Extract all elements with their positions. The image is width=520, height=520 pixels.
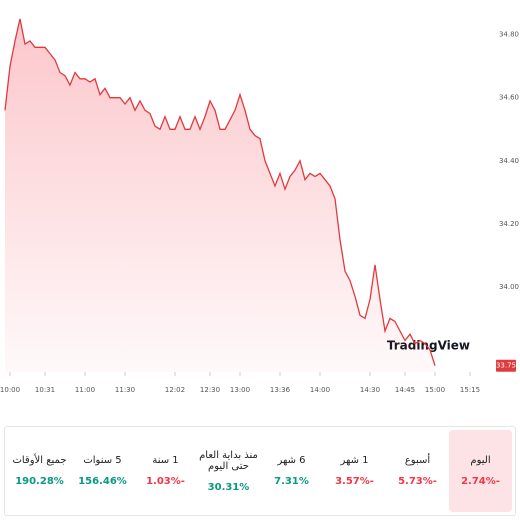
- y-tick-label: 34.20: [499, 220, 519, 228]
- period-change: 156.46%: [78, 476, 127, 487]
- x-tick-label: 13:00: [230, 386, 250, 394]
- period-tab[interactable]: 1 شهر 3.57%-: [323, 430, 386, 512]
- y-tick-label: 34.80: [499, 31, 519, 39]
- period-name: 6 شهر: [277, 455, 306, 466]
- period-change: 7.31%: [274, 476, 309, 487]
- x-tick-label: 10:00: [0, 386, 20, 394]
- x-tick-label: 14:45: [395, 386, 415, 394]
- last-price-badge: [496, 359, 516, 372]
- x-tick-label: 10:31: [35, 386, 55, 394]
- area-fill: [5, 18, 435, 373]
- x-tick-label: 13:36: [270, 386, 291, 394]
- period-tab[interactable]: جميع الأوقات 190.28%: [8, 430, 71, 512]
- x-tick-label: 11:00: [75, 386, 95, 394]
- period-tab[interactable]: منذ بداية العام حتى اليوم 30.31%: [197, 430, 260, 512]
- x-tick-label: 11:30: [115, 386, 135, 394]
- period-name: اليوم: [470, 455, 491, 466]
- x-tick-label: 12:02: [165, 386, 185, 394]
- period-name: جميع الأوقات: [12, 455, 67, 466]
- period-tabs: اليوم 2.74%- أسبوع 5.73%- 1 شهر 3.57%- 6 شهر 7.…: [4, 426, 516, 516]
- period-change: 5.73%-: [398, 476, 437, 487]
- period-name: 5 سنوات: [83, 455, 122, 466]
- period-tab[interactable]: 6 شهر 7.31%: [260, 430, 323, 512]
- period-change: 3.57%-: [335, 476, 374, 487]
- chart: TradingView 34.8034.6034.4034.2034.0010:…: [0, 18, 519, 394]
- period-name: أسبوع: [404, 455, 431, 466]
- period-tab[interactable]: 1 سنة 1.03%-: [134, 430, 197, 512]
- x-tick-label: 14:00: [310, 386, 330, 394]
- x-tick-label: 12:30: [200, 386, 220, 394]
- last-price-label: 33.75: [496, 362, 516, 370]
- period-name: منذ بداية العام حتى اليوم: [199, 449, 258, 472]
- y-tick-label: 34.00: [499, 283, 519, 291]
- x-tick-label: 15:00: [425, 386, 445, 394]
- period-change: 30.31%: [207, 481, 250, 493]
- period-tab[interactable]: اليوم 2.74%-: [449, 430, 512, 512]
- y-tick-label: 34.40: [499, 157, 519, 165]
- x-tick-label: 14:30: [360, 386, 380, 394]
- period-change: 190.28%: [15, 476, 64, 487]
- y-tick-label: 34.60: [499, 94, 519, 102]
- period-name: 1 شهر: [340, 455, 369, 466]
- period-tab[interactable]: أسبوع 5.73%-: [386, 430, 449, 512]
- period-tab[interactable]: 5 سنوات 156.46%: [71, 430, 134, 512]
- period-change: 1.03%-: [146, 476, 185, 487]
- period-name: 1 سنة: [152, 455, 179, 466]
- x-tick-label: 15:15: [460, 386, 480, 394]
- period-change: 2.74%-: [461, 476, 500, 487]
- price-line: [4, 18, 436, 366]
